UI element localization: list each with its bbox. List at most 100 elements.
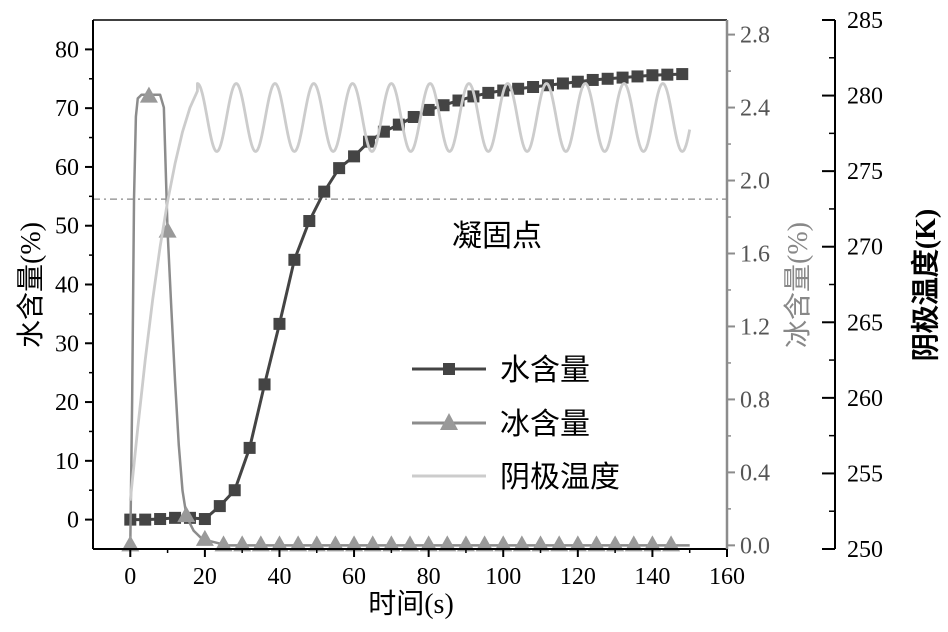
water-point <box>258 378 271 391</box>
ice-point <box>494 535 513 552</box>
left-tick-label: 10 <box>55 449 79 475</box>
temperature-tick-label: 285 <box>847 8 883 34</box>
x-tick-label: 20 <box>193 564 217 590</box>
ice-point <box>624 535 643 552</box>
ice-point <box>289 535 308 552</box>
water-point <box>661 68 674 81</box>
temperature-tick-label: 265 <box>847 310 883 336</box>
water-point <box>527 81 540 94</box>
ice-tick-label: 2.8 <box>740 23 770 49</box>
ice-tick-label: 1.6 <box>740 241 770 267</box>
water-point <box>154 513 167 526</box>
ice-point <box>214 535 233 552</box>
legend-item-ice: 冰含量 <box>412 408 590 441</box>
water-point <box>407 110 420 123</box>
water-point <box>243 441 256 454</box>
temperature-tick-label: 280 <box>847 84 883 110</box>
left-tick-label: 40 <box>55 273 79 299</box>
ice-point <box>550 535 569 552</box>
x-tick-label: 120 <box>560 564 596 590</box>
water-point <box>601 72 614 85</box>
ice-point <box>419 535 438 552</box>
water-point <box>422 103 435 116</box>
x-axis-label: 时间(s) <box>368 588 454 620</box>
ice-point <box>568 535 587 552</box>
ice-point <box>139 86 158 103</box>
temperature-tick-label: 250 <box>847 537 883 563</box>
left-tick-label: 70 <box>55 96 79 122</box>
legend: 水含量 冰含量 阴极温度 <box>412 354 620 494</box>
left-axis-label: 水含量(%) <box>15 222 47 348</box>
x-tick-label: 40 <box>267 564 291 590</box>
x-tick-label: 140 <box>634 564 670 590</box>
temperature-tick-label: 260 <box>847 386 883 412</box>
temperature-tick-label: 255 <box>847 461 883 487</box>
left-tick-label: 0 <box>67 508 79 534</box>
temperature-tick-label: 270 <box>847 235 883 261</box>
ice-point <box>531 535 550 552</box>
water-point <box>556 77 569 90</box>
ice-point <box>662 535 681 552</box>
water-point <box>333 162 346 175</box>
ice-point <box>121 535 140 552</box>
ice-tick-label: 0.4 <box>740 460 770 486</box>
water-point <box>273 317 286 330</box>
ice-tick-label: 0.8 <box>740 387 770 413</box>
ice-point <box>643 535 662 552</box>
legend-marker-ice <box>440 413 458 430</box>
ice-point <box>606 535 625 552</box>
x-tick-label: 160 <box>709 564 745 590</box>
water-point <box>571 75 584 88</box>
left-tick-label: 60 <box>55 155 79 181</box>
ice-tick-label: 1.2 <box>740 314 770 340</box>
left-tick-label: 50 <box>55 214 79 240</box>
water-point <box>512 82 525 95</box>
ice-point <box>587 535 606 552</box>
water-point <box>676 68 689 81</box>
water-point <box>586 73 599 86</box>
water-point <box>303 215 316 228</box>
water-point <box>616 71 629 84</box>
legend-label-ice: 冰含量 <box>500 408 590 441</box>
axes-layer: 0 20 40 60 80 100 120 140 160 0 10 20 30 40 50 60 70 80 0.… <box>55 8 883 590</box>
series-line-3 <box>128 82 692 501</box>
left-tick-label: 80 <box>55 37 79 63</box>
legend-item-water: 水含量 <box>412 354 590 387</box>
ice-point <box>456 535 475 552</box>
legend-label-water: 水含量 <box>500 354 590 387</box>
water-point <box>288 253 301 266</box>
x-tick-label: 0 <box>124 564 136 590</box>
ice-point <box>233 535 252 552</box>
water-point <box>348 150 361 163</box>
left-tick-label: 30 <box>55 331 79 357</box>
x-tick-label: 100 <box>485 564 521 590</box>
water-point <box>198 513 211 526</box>
freezing-point-label: 凝固点 <box>452 220 542 253</box>
legend-label-temperature: 阴极温度 <box>500 461 620 494</box>
water-point <box>482 86 495 99</box>
legend-marker-water <box>443 363 455 375</box>
ice-point <box>177 506 196 523</box>
water-point <box>631 70 644 83</box>
series-layer <box>121 68 692 552</box>
temperature-axis-label: 阴极温度(K) <box>910 209 942 361</box>
legend-item-temperature: 阴极温度 <box>412 461 620 494</box>
water-point <box>139 513 152 526</box>
x-tick-label: 80 <box>417 564 441 590</box>
ice-point <box>401 535 419 552</box>
x-tick-label: 60 <box>342 564 366 590</box>
water-point <box>437 99 450 112</box>
water-point <box>646 69 659 82</box>
water-point <box>213 500 226 513</box>
ice-point <box>382 535 401 552</box>
ice-point <box>475 535 494 552</box>
ice-point <box>195 529 214 546</box>
ice-point <box>270 535 289 552</box>
water-point <box>318 185 331 198</box>
ice-point <box>326 535 345 552</box>
ice-point <box>363 535 382 552</box>
ice-point <box>251 535 270 552</box>
ice-tick-label: 0.0 <box>740 533 770 559</box>
ice-point <box>512 535 531 552</box>
